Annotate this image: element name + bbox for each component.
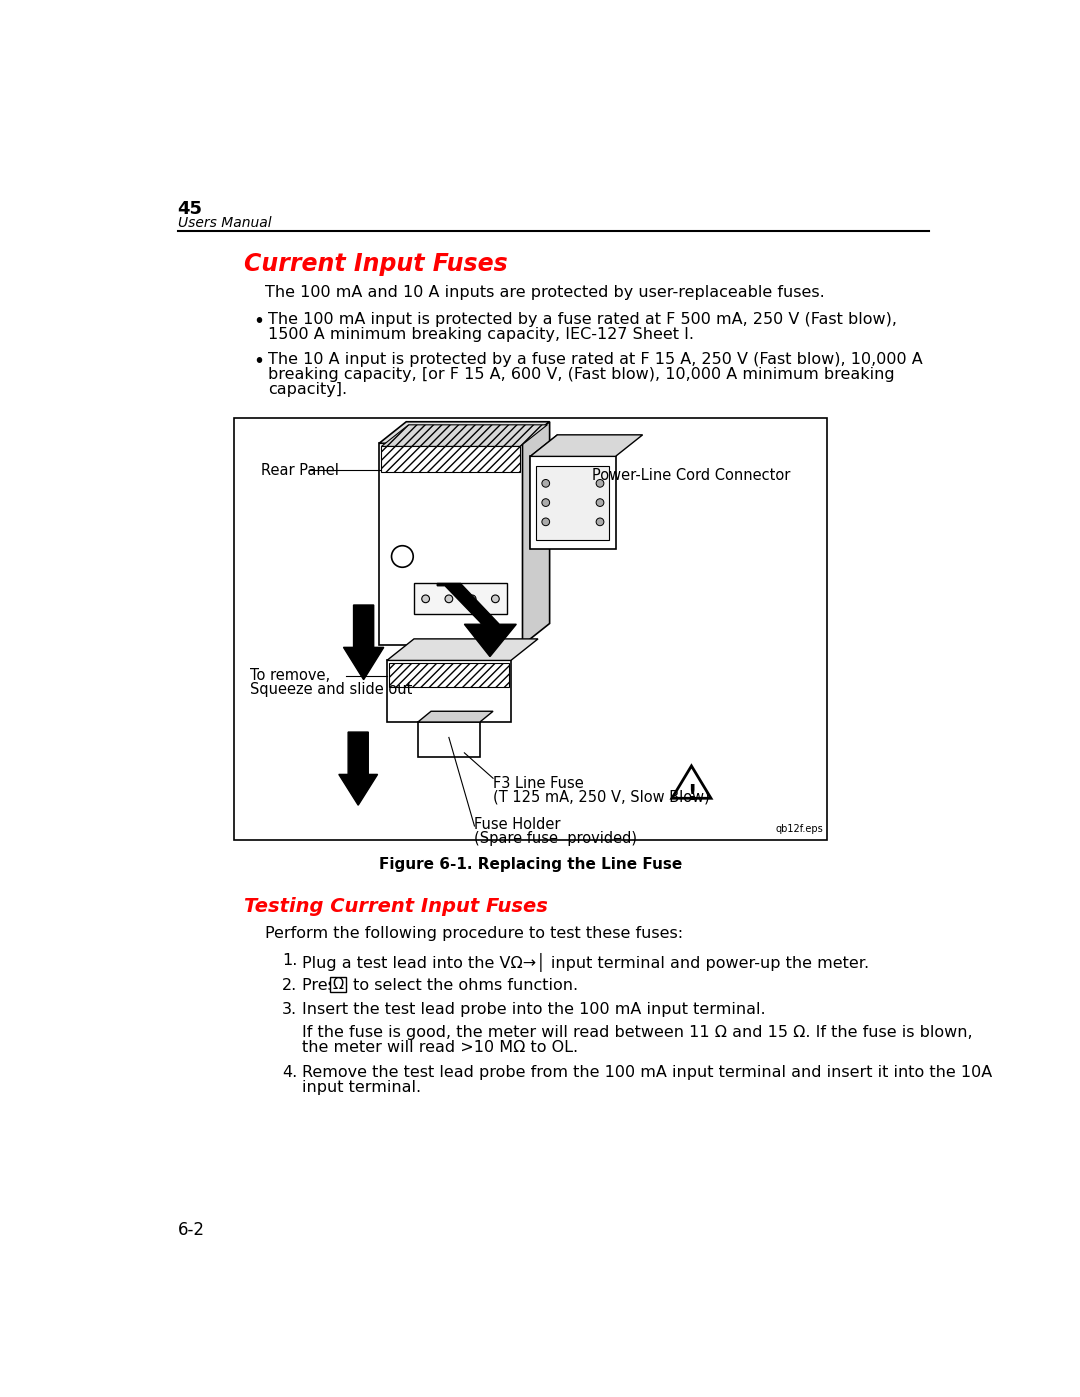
Text: input terminal.: input terminal. <box>301 1080 421 1095</box>
Polygon shape <box>414 584 507 615</box>
Bar <box>234 418 827 840</box>
Text: breaking capacity, [or F 15 A, 600 V, (Fast blow), 10,000 A minimum breaking: breaking capacity, [or F 15 A, 600 V, (F… <box>268 367 895 381</box>
Circle shape <box>596 479 604 488</box>
Text: 2.: 2. <box>282 978 297 993</box>
Circle shape <box>445 595 453 602</box>
Polygon shape <box>387 638 538 661</box>
Text: If the fuse is good, the meter will read between 11 Ω and 15 Ω. If the fuse is b: If the fuse is good, the meter will read… <box>301 1025 972 1041</box>
Text: (Spare fuse  provided): (Spare fuse provided) <box>474 831 637 845</box>
Text: 1500 A minimum breaking capacity, IEC-127 Sheet I.: 1500 A minimum breaking capacity, IEC-12… <box>268 327 694 342</box>
Text: Squeeze and slide out: Squeeze and slide out <box>249 682 413 697</box>
Text: qb12f.eps: qb12f.eps <box>775 824 823 834</box>
Polygon shape <box>379 422 550 443</box>
Text: Plug a test lead into the VΩ→│ input terminal and power-up the meter.: Plug a test lead into the VΩ→│ input ter… <box>301 953 868 972</box>
Text: The 10 A input is protected by a fuse rated at F 15 A, 250 V (Fast blow), 10,000: The 10 A input is protected by a fuse ra… <box>268 352 923 367</box>
Text: 45: 45 <box>177 200 203 218</box>
Polygon shape <box>530 457 616 549</box>
Polygon shape <box>418 711 494 722</box>
Text: to select the ohms function.: to select the ohms function. <box>348 978 578 993</box>
Text: !: ! <box>687 784 697 803</box>
Text: Power-Line Cord Connector: Power-Line Cord Connector <box>592 468 791 483</box>
Text: Press: Press <box>301 978 349 993</box>
Text: Users Manual: Users Manual <box>177 217 271 231</box>
Polygon shape <box>523 422 550 645</box>
Text: Remove the test lead probe from the 100 mA input terminal and insert it into the: Remove the test lead probe from the 100 … <box>301 1066 991 1080</box>
Circle shape <box>392 546 414 567</box>
Text: (T 125 mA, 250 V, Slow Blow): (T 125 mA, 250 V, Slow Blow) <box>494 789 710 805</box>
Polygon shape <box>339 732 378 805</box>
Text: 1.: 1. <box>282 953 298 968</box>
Text: F3 Line Fuse: F3 Line Fuse <box>494 775 584 791</box>
Text: Figure 6-1. Replacing the Line Fuse: Figure 6-1. Replacing the Line Fuse <box>379 856 683 872</box>
Text: Rear Panel: Rear Panel <box>260 462 338 478</box>
Text: The 100 mA and 10 A inputs are protected by user-replaceable fuses.: The 100 mA and 10 A inputs are protected… <box>266 285 825 300</box>
Polygon shape <box>389 662 509 687</box>
Text: Current Input Fuses: Current Input Fuses <box>243 253 508 277</box>
Polygon shape <box>437 584 516 657</box>
Text: 6-2: 6-2 <box>177 1221 204 1239</box>
Circle shape <box>491 595 499 602</box>
Text: Insert the test lead probe into the 100 mA input terminal.: Insert the test lead probe into the 100 … <box>301 1002 766 1017</box>
Circle shape <box>469 595 476 602</box>
Polygon shape <box>379 443 523 645</box>
Text: •: • <box>253 313 264 331</box>
Circle shape <box>596 499 604 507</box>
Polygon shape <box>418 722 480 757</box>
Circle shape <box>422 595 430 602</box>
Text: To remove,: To remove, <box>249 668 329 683</box>
Text: •: • <box>253 352 264 372</box>
Circle shape <box>542 499 550 507</box>
Text: Testing Current Input Fuses: Testing Current Input Fuses <box>243 897 548 916</box>
Polygon shape <box>343 605 383 680</box>
Polygon shape <box>387 661 511 722</box>
Text: 4.: 4. <box>282 1066 297 1080</box>
Text: the meter will read >10 MΩ to OL.: the meter will read >10 MΩ to OL. <box>301 1039 578 1055</box>
Text: capacity].: capacity]. <box>268 381 348 397</box>
Text: 3.: 3. <box>282 1002 297 1017</box>
Circle shape <box>596 518 604 525</box>
FancyBboxPatch shape <box>330 977 346 992</box>
Text: The 100 mA input is protected by a fuse rated at F 500 mA, 250 V (Fast blow),: The 100 mA input is protected by a fuse … <box>268 313 897 327</box>
Circle shape <box>542 479 550 488</box>
Text: Ω: Ω <box>333 977 343 992</box>
Polygon shape <box>537 465 609 539</box>
Text: Fuse Holder: Fuse Holder <box>474 817 561 831</box>
Circle shape <box>542 518 550 525</box>
Polygon shape <box>381 425 548 447</box>
Polygon shape <box>530 434 643 457</box>
Text: Perform the following procedure to test these fuses:: Perform the following procedure to test … <box>266 926 684 942</box>
Polygon shape <box>530 434 557 549</box>
Polygon shape <box>381 447 521 472</box>
